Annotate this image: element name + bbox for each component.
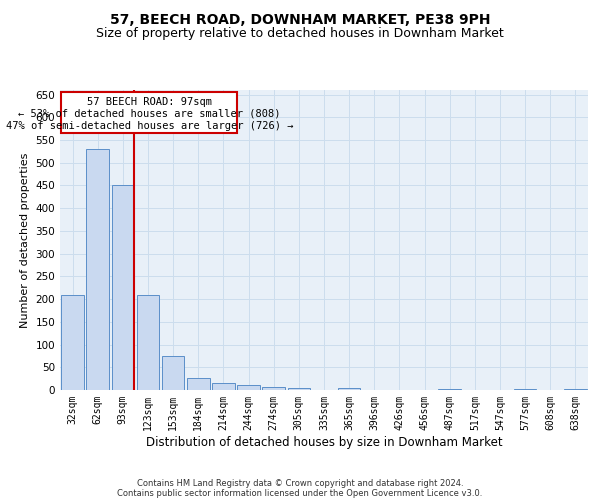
Text: Contains HM Land Registry data © Crown copyright and database right 2024.: Contains HM Land Registry data © Crown c…: [137, 478, 463, 488]
Bar: [187, 378, 209, 390]
Text: Size of property relative to detached houses in Downham Market: Size of property relative to detached ho…: [96, 28, 504, 40]
Bar: [514, 388, 536, 390]
Text: 57 BEECH ROAD: 97sqm: 57 BEECH ROAD: 97sqm: [87, 97, 212, 107]
X-axis label: Distribution of detached houses by size in Downham Market: Distribution of detached houses by size …: [146, 436, 502, 448]
Bar: [287, 388, 310, 390]
Text: 47% of semi-detached houses are larger (726) →: 47% of semi-detached houses are larger (…: [5, 121, 293, 131]
Bar: [237, 386, 260, 390]
Text: ← 53% of detached houses are smaller (808): ← 53% of detached houses are smaller (80…: [18, 109, 281, 119]
Bar: [86, 149, 109, 390]
Bar: [439, 389, 461, 390]
Text: Contains public sector information licensed under the Open Government Licence v3: Contains public sector information licen…: [118, 488, 482, 498]
Bar: [112, 186, 134, 390]
Y-axis label: Number of detached properties: Number of detached properties: [20, 152, 30, 328]
Bar: [338, 388, 361, 390]
Bar: [262, 387, 285, 390]
Bar: [162, 356, 184, 390]
Bar: [137, 294, 160, 390]
Bar: [564, 389, 587, 390]
Text: 57, BEECH ROAD, DOWNHAM MARKET, PE38 9PH: 57, BEECH ROAD, DOWNHAM MARKET, PE38 9PH: [110, 12, 490, 26]
FancyBboxPatch shape: [61, 92, 237, 133]
Bar: [212, 383, 235, 390]
Bar: [61, 294, 84, 390]
